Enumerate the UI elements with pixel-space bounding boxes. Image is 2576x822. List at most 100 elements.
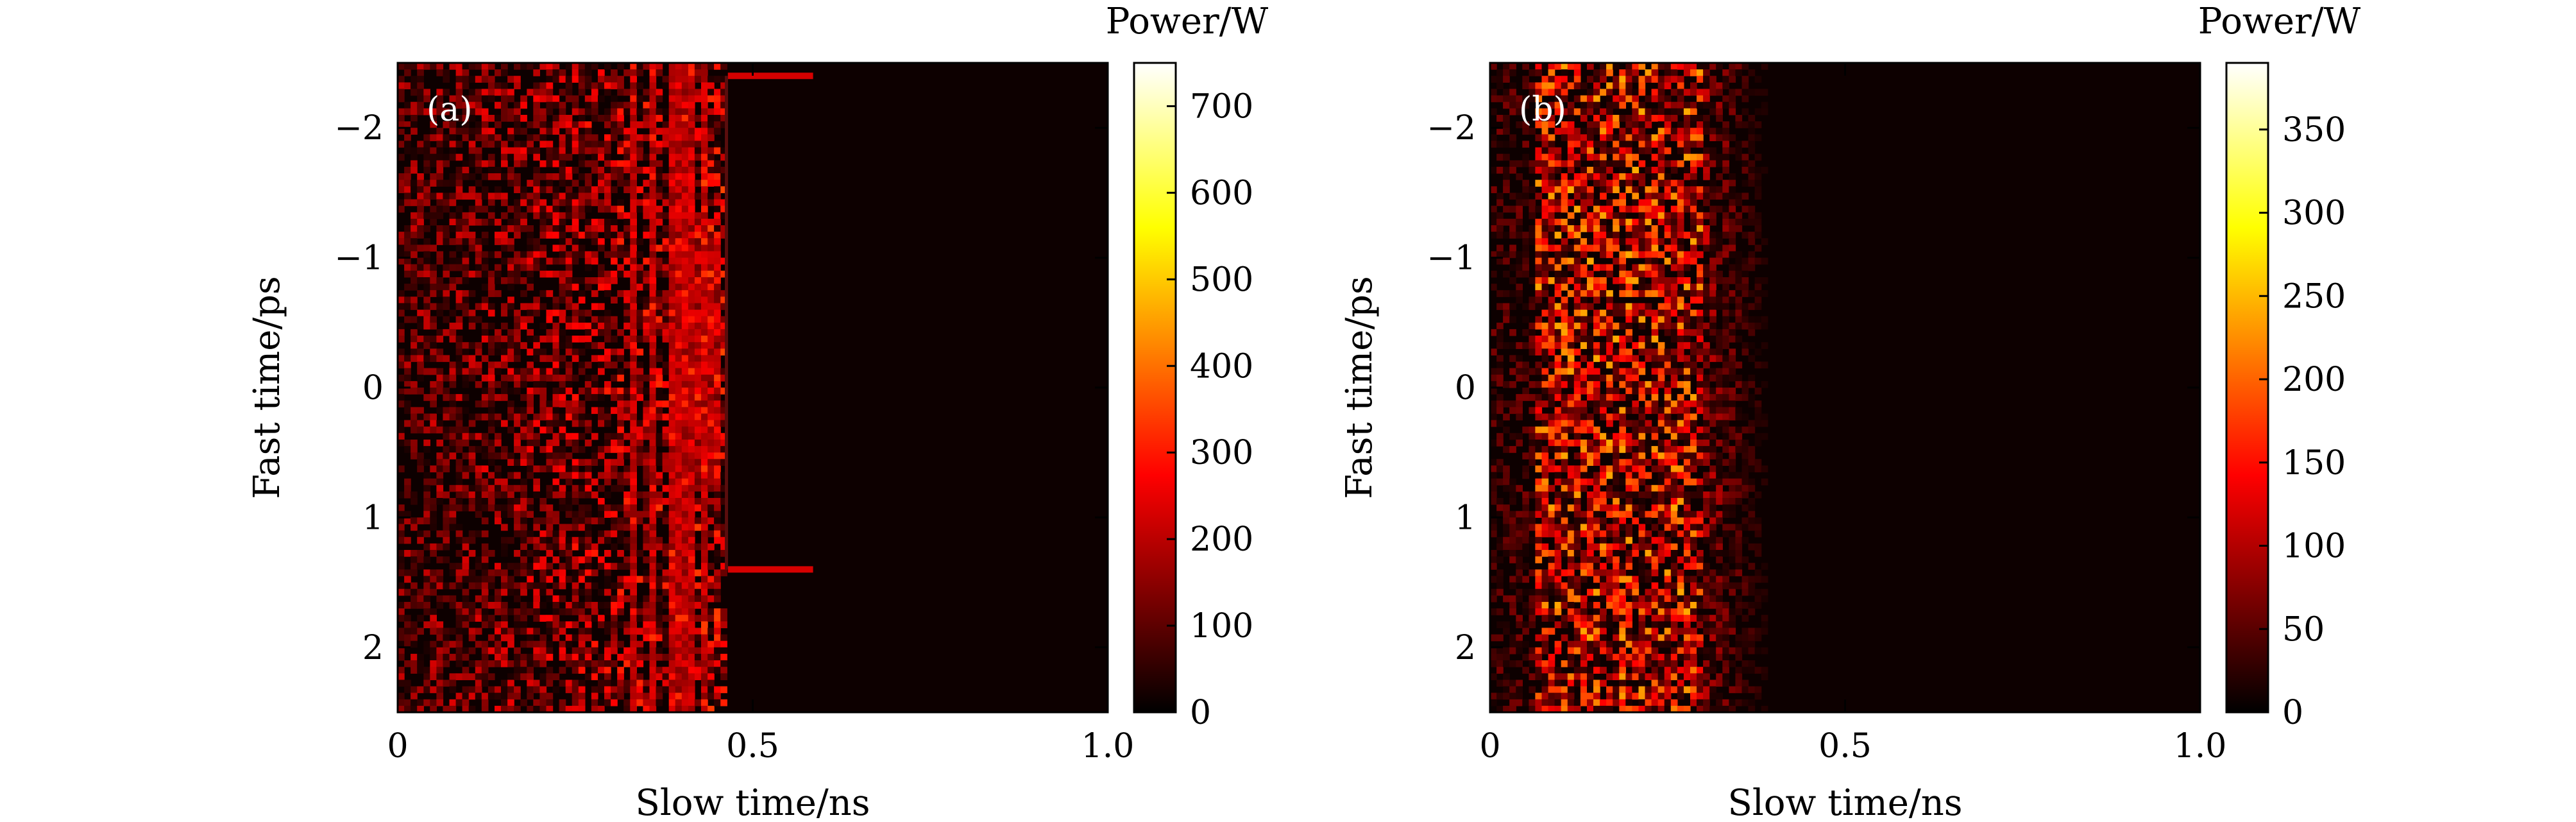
heatmap-cell xyxy=(547,667,554,674)
heatmap-cell xyxy=(469,628,476,635)
heatmap-cell xyxy=(547,459,554,466)
heatmap-cell xyxy=(650,141,657,148)
heatmap-cell xyxy=(630,336,637,343)
heatmap-cell xyxy=(514,323,521,330)
heatmap-cell xyxy=(456,336,463,343)
heatmap-cell xyxy=(1580,667,1588,674)
heatmap-cell xyxy=(611,128,618,135)
heatmap-cell xyxy=(539,427,547,434)
heatmap-cell xyxy=(1606,160,1613,167)
heatmap-cell xyxy=(675,635,682,642)
heatmap-cell xyxy=(559,284,566,291)
heatmap-cell xyxy=(682,452,689,459)
heatmap-cell xyxy=(1516,511,1523,518)
heatmap-cell xyxy=(688,316,695,323)
heatmap-cell xyxy=(436,576,443,583)
heatmap-cell xyxy=(636,284,643,291)
heatmap-cell xyxy=(1555,284,1562,291)
heatmap-cell xyxy=(1516,524,1523,531)
heatmap-cell xyxy=(623,628,631,635)
heatmap-cell xyxy=(623,414,631,421)
heatmap-cell xyxy=(572,576,579,583)
heatmap-cell xyxy=(579,420,586,427)
heatmap-cell xyxy=(579,667,586,674)
heatmap-cell xyxy=(669,141,676,148)
heatmap-cell xyxy=(1593,517,1600,524)
heatmap-cell xyxy=(579,323,586,330)
heatmap-cell xyxy=(572,206,579,213)
heatmap-cell xyxy=(643,193,650,200)
heatmap-cell xyxy=(656,355,663,362)
heatmap-cell xyxy=(579,414,586,421)
heatmap-cell xyxy=(1522,271,1529,278)
heatmap-cell xyxy=(1587,388,1594,395)
heatmap-cell xyxy=(1574,96,1581,103)
heatmap-cell xyxy=(547,121,554,128)
heatmap-cell xyxy=(456,498,463,505)
heatmap-cell xyxy=(417,615,424,622)
heatmap-cell xyxy=(663,680,670,687)
heatmap-cell xyxy=(1548,148,1555,155)
heatmap-cell xyxy=(669,167,676,174)
heatmap-cell xyxy=(450,154,457,161)
heatmap-cell xyxy=(617,388,624,395)
heatmap-cell xyxy=(527,148,534,155)
heatmap-cell xyxy=(469,414,476,421)
heatmap-cell xyxy=(1555,258,1562,265)
heatmap-cell xyxy=(411,303,418,310)
heatmap-cell xyxy=(1548,200,1555,207)
heatmap-cell xyxy=(714,381,721,388)
heatmap-cell xyxy=(520,160,527,167)
heatmap-cell xyxy=(695,89,702,96)
heatmap-cell xyxy=(1593,472,1600,479)
heatmap-cell xyxy=(701,388,708,395)
heatmap-cell xyxy=(682,296,689,304)
heatmap-cell xyxy=(708,76,715,83)
heatmap-cell xyxy=(669,284,676,291)
heatmap-cell xyxy=(553,628,560,635)
heatmap-cell xyxy=(656,394,663,401)
heatmap-cell xyxy=(650,102,657,109)
heatmap-cell xyxy=(520,550,527,557)
heatmap-cell xyxy=(1529,433,1536,440)
heatmap-cell xyxy=(514,316,521,323)
heatmap-cell xyxy=(1600,531,1607,538)
heatmap-cell xyxy=(1535,524,1542,531)
heatmap-cell xyxy=(579,608,586,615)
heatmap-cell xyxy=(617,264,624,271)
heatmap-cell xyxy=(559,329,566,336)
heatmap-cell xyxy=(495,414,502,421)
heatmap-cell xyxy=(682,303,689,310)
heatmap-cell xyxy=(398,388,405,395)
heatmap-cell xyxy=(514,660,521,667)
heatmap-cell xyxy=(1580,244,1588,252)
heatmap-cell xyxy=(1542,492,1549,499)
heatmap-cell xyxy=(617,583,624,590)
heatmap-cell xyxy=(1568,232,1575,239)
heatmap-cell xyxy=(430,647,437,655)
heatmap-cell xyxy=(701,63,708,70)
heatmap-cell xyxy=(630,635,637,642)
heatmap-cell xyxy=(1522,258,1529,265)
heatmap-cell xyxy=(714,232,721,239)
heatmap-cell xyxy=(1542,589,1549,596)
heatmap-cell xyxy=(688,660,695,667)
heatmap-cell xyxy=(650,362,657,369)
heatmap-cell xyxy=(688,628,695,635)
heatmap-cell xyxy=(462,647,470,655)
heatmap-cell xyxy=(488,212,495,219)
heatmap-cell xyxy=(488,576,495,583)
heatmap-cell xyxy=(527,504,534,511)
heatmap-cell xyxy=(708,219,715,226)
heatmap-cell xyxy=(675,647,682,655)
heatmap-cell xyxy=(669,452,676,459)
heatmap-cell xyxy=(539,121,547,128)
heatmap-cell xyxy=(1509,219,1516,226)
heatmap-cell xyxy=(572,414,579,421)
heatmap-cell xyxy=(527,446,534,453)
heatmap-cell xyxy=(520,342,527,349)
heatmap-cell xyxy=(1555,212,1562,219)
heatmap-cell xyxy=(1593,531,1600,538)
heatmap-cell xyxy=(714,479,721,486)
heatmap-cell xyxy=(469,323,476,330)
